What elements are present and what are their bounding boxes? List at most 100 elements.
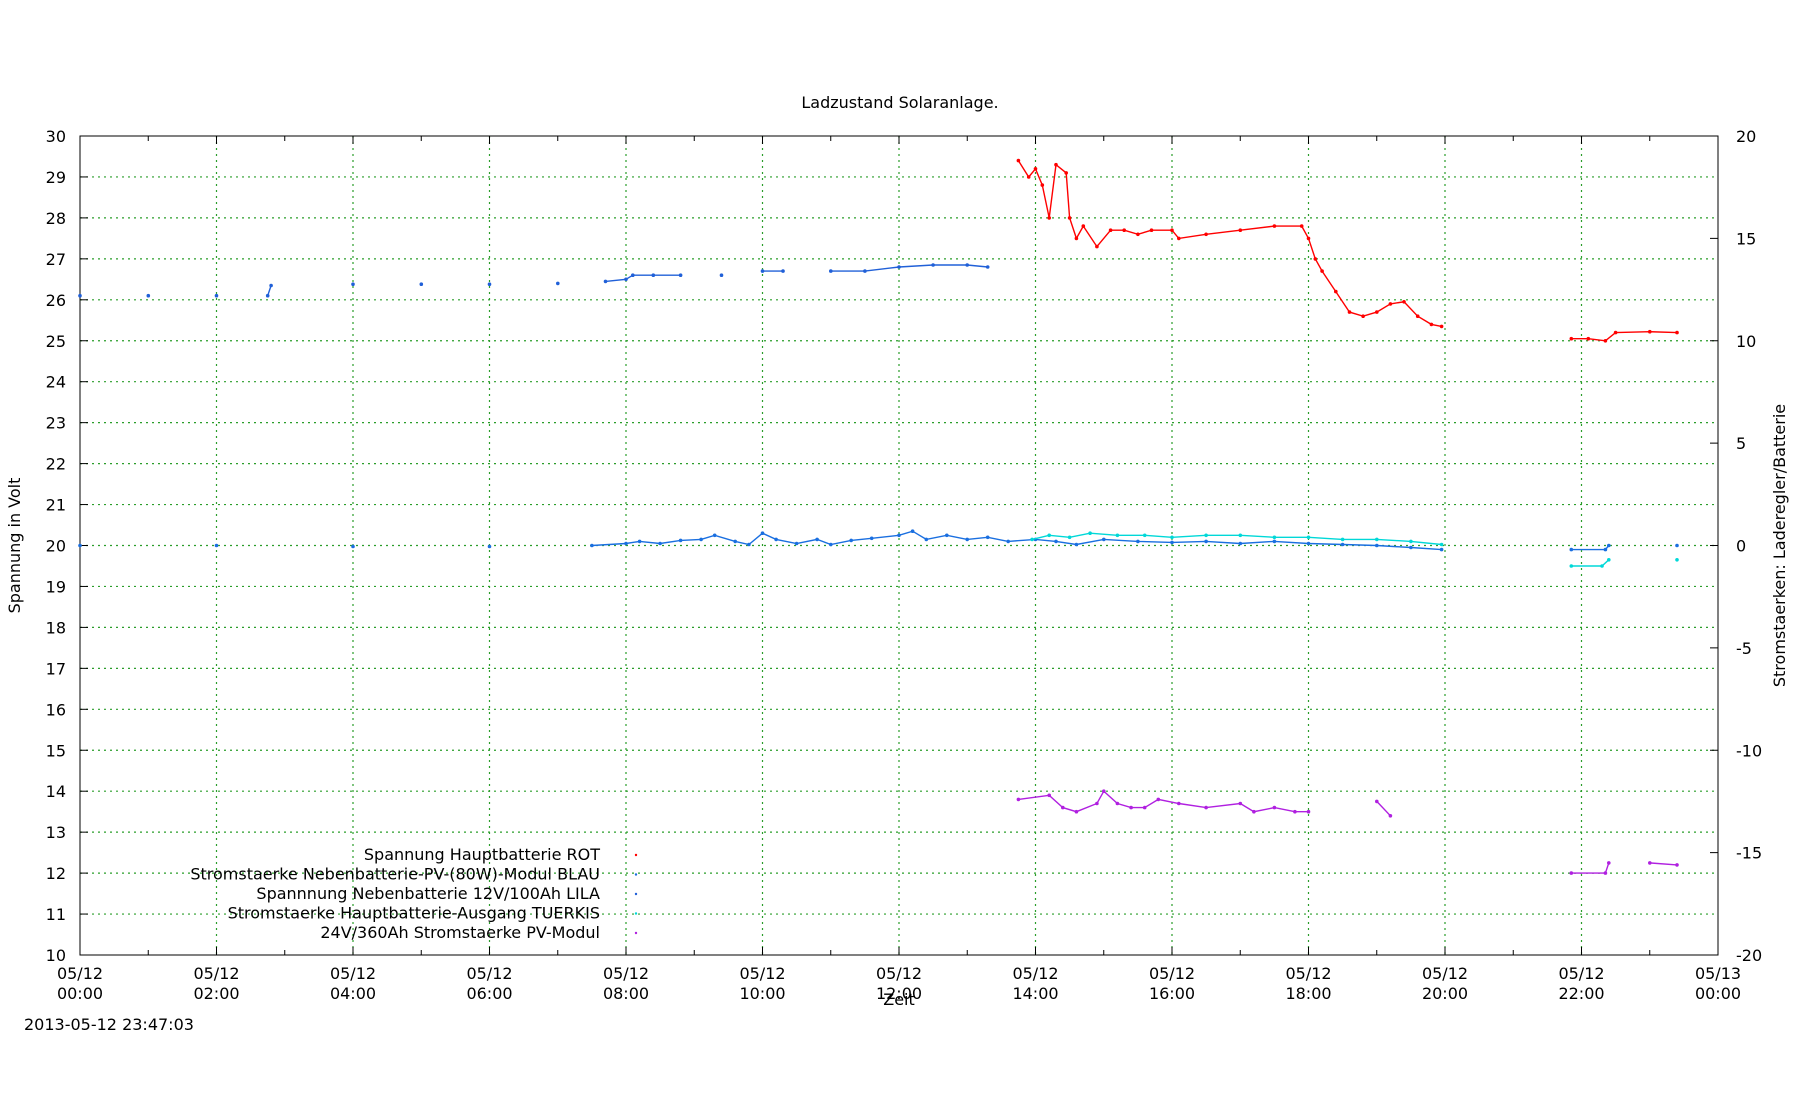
data-point (863, 269, 867, 273)
data-point (146, 293, 151, 298)
timestamp-label: 2013-05-12 23:47:03 (24, 1015, 194, 1034)
data-point (1238, 533, 1243, 538)
series-line (591, 530, 1442, 551)
data-point (1095, 244, 1099, 249)
data-point (1334, 289, 1338, 294)
data-point (829, 269, 833, 273)
data-point (699, 537, 703, 542)
x-tick-label-time: 00:00 (1695, 984, 1741, 1003)
series-line (1017, 160, 1442, 328)
data-point (1047, 216, 1051, 220)
data-point (1006, 539, 1010, 544)
data-point (1613, 330, 1618, 335)
data-point (1607, 861, 1611, 865)
grid-layer (80, 136, 1718, 955)
x-tick-label-date: 05/12 (57, 964, 103, 983)
data-point (1177, 236, 1181, 241)
y-tick-label: 19 (46, 577, 66, 596)
data-point (1047, 793, 1051, 798)
series-4 (1030, 531, 1679, 568)
data-point (1149, 228, 1154, 232)
data-point (1074, 542, 1079, 547)
y2-tick-label: 5 (1736, 434, 1746, 453)
legend-swatch (634, 892, 638, 896)
x-tick-label-time: 22:00 (1558, 984, 1604, 1003)
data-point (590, 543, 594, 548)
data-point (1272, 805, 1277, 810)
data-point (1177, 801, 1181, 806)
x-tick-label-date: 05/12 (1012, 964, 1058, 983)
ticks-layer: 10 11 12 13 14 15 16 17 18 19 20 21 22 23 24 25 26 27 28 29… (46, 127, 1763, 1003)
data-point (1054, 162, 1058, 167)
legend-swatch (634, 912, 638, 915)
series-1 (1016, 158, 1679, 343)
data-point (678, 538, 683, 543)
data-point (931, 263, 935, 267)
y2-tick-label: 0 (1736, 537, 1746, 556)
y2-tick-label: 20 (1736, 127, 1756, 146)
data-point (1115, 533, 1120, 538)
legend-entry-label: Spannnung Nebenbatterie 12V/100Ah LILA (256, 884, 600, 903)
y-tick-label: 26 (46, 291, 66, 310)
x-tick-label-date: 05/12 (1285, 964, 1331, 983)
data-point (1306, 236, 1311, 241)
series-line (605, 274, 681, 283)
x-tick-label-date: 05/13 (1695, 964, 1741, 983)
data-point (78, 543, 82, 548)
y2-tick-label: -20 (1736, 946, 1762, 965)
y-tick-label: 13 (46, 823, 66, 842)
y-tick-label: 14 (46, 782, 66, 801)
data-point (733, 539, 737, 544)
legend-swatch (634, 931, 638, 935)
x-tick-label-date: 05/12 (1422, 964, 1468, 983)
data-point (1238, 228, 1243, 232)
data-point (1293, 809, 1297, 814)
data-point (1272, 535, 1277, 540)
y-tick-label: 20 (46, 537, 66, 556)
data-point (1016, 158, 1021, 163)
data-point (1361, 314, 1365, 319)
y-tick-label: 21 (46, 496, 66, 515)
data-point (1586, 336, 1591, 341)
data-point (419, 282, 424, 287)
data-point (487, 544, 492, 549)
data-point (1340, 537, 1345, 542)
data-point (1170, 535, 1174, 540)
legend-entry-label: Spannung Hauptbatterie ROT (364, 845, 600, 864)
data-point (351, 544, 355, 549)
data-point (1156, 797, 1161, 802)
y-tick-label: 30 (46, 127, 66, 146)
series-line (1571, 330, 1678, 342)
data-point (1047, 533, 1051, 538)
data-point (1136, 232, 1140, 237)
data-point (1388, 302, 1393, 306)
x-tick-label-date: 05/12 (330, 964, 376, 983)
data-point (849, 538, 853, 543)
data-point (760, 269, 765, 273)
y2-tick-label: 15 (1736, 229, 1756, 248)
data-point (985, 265, 990, 269)
data-point (1272, 224, 1277, 228)
data-point (1074, 236, 1079, 241)
y-tick-label: 22 (46, 455, 66, 474)
data-point (1409, 545, 1413, 550)
data-point (1122, 228, 1126, 232)
x-tick-label-date: 05/12 (1558, 964, 1604, 983)
data-point (1675, 863, 1679, 867)
data-point (1648, 329, 1652, 334)
data-point (1252, 809, 1256, 814)
data-point (214, 293, 219, 298)
y-tick-label: 17 (46, 659, 66, 678)
data-point (1340, 542, 1345, 547)
data-point (1375, 543, 1379, 548)
data-point (1115, 801, 1120, 806)
data-point (214, 543, 219, 548)
data-point (1142, 533, 1147, 538)
y2-tick-label: -15 (1736, 844, 1762, 863)
data-point (1016, 797, 1021, 802)
data-point (897, 265, 901, 269)
data-point (1299, 224, 1304, 228)
x-tick-label-date: 05/12 (1149, 964, 1195, 983)
data-point (1675, 330, 1679, 335)
